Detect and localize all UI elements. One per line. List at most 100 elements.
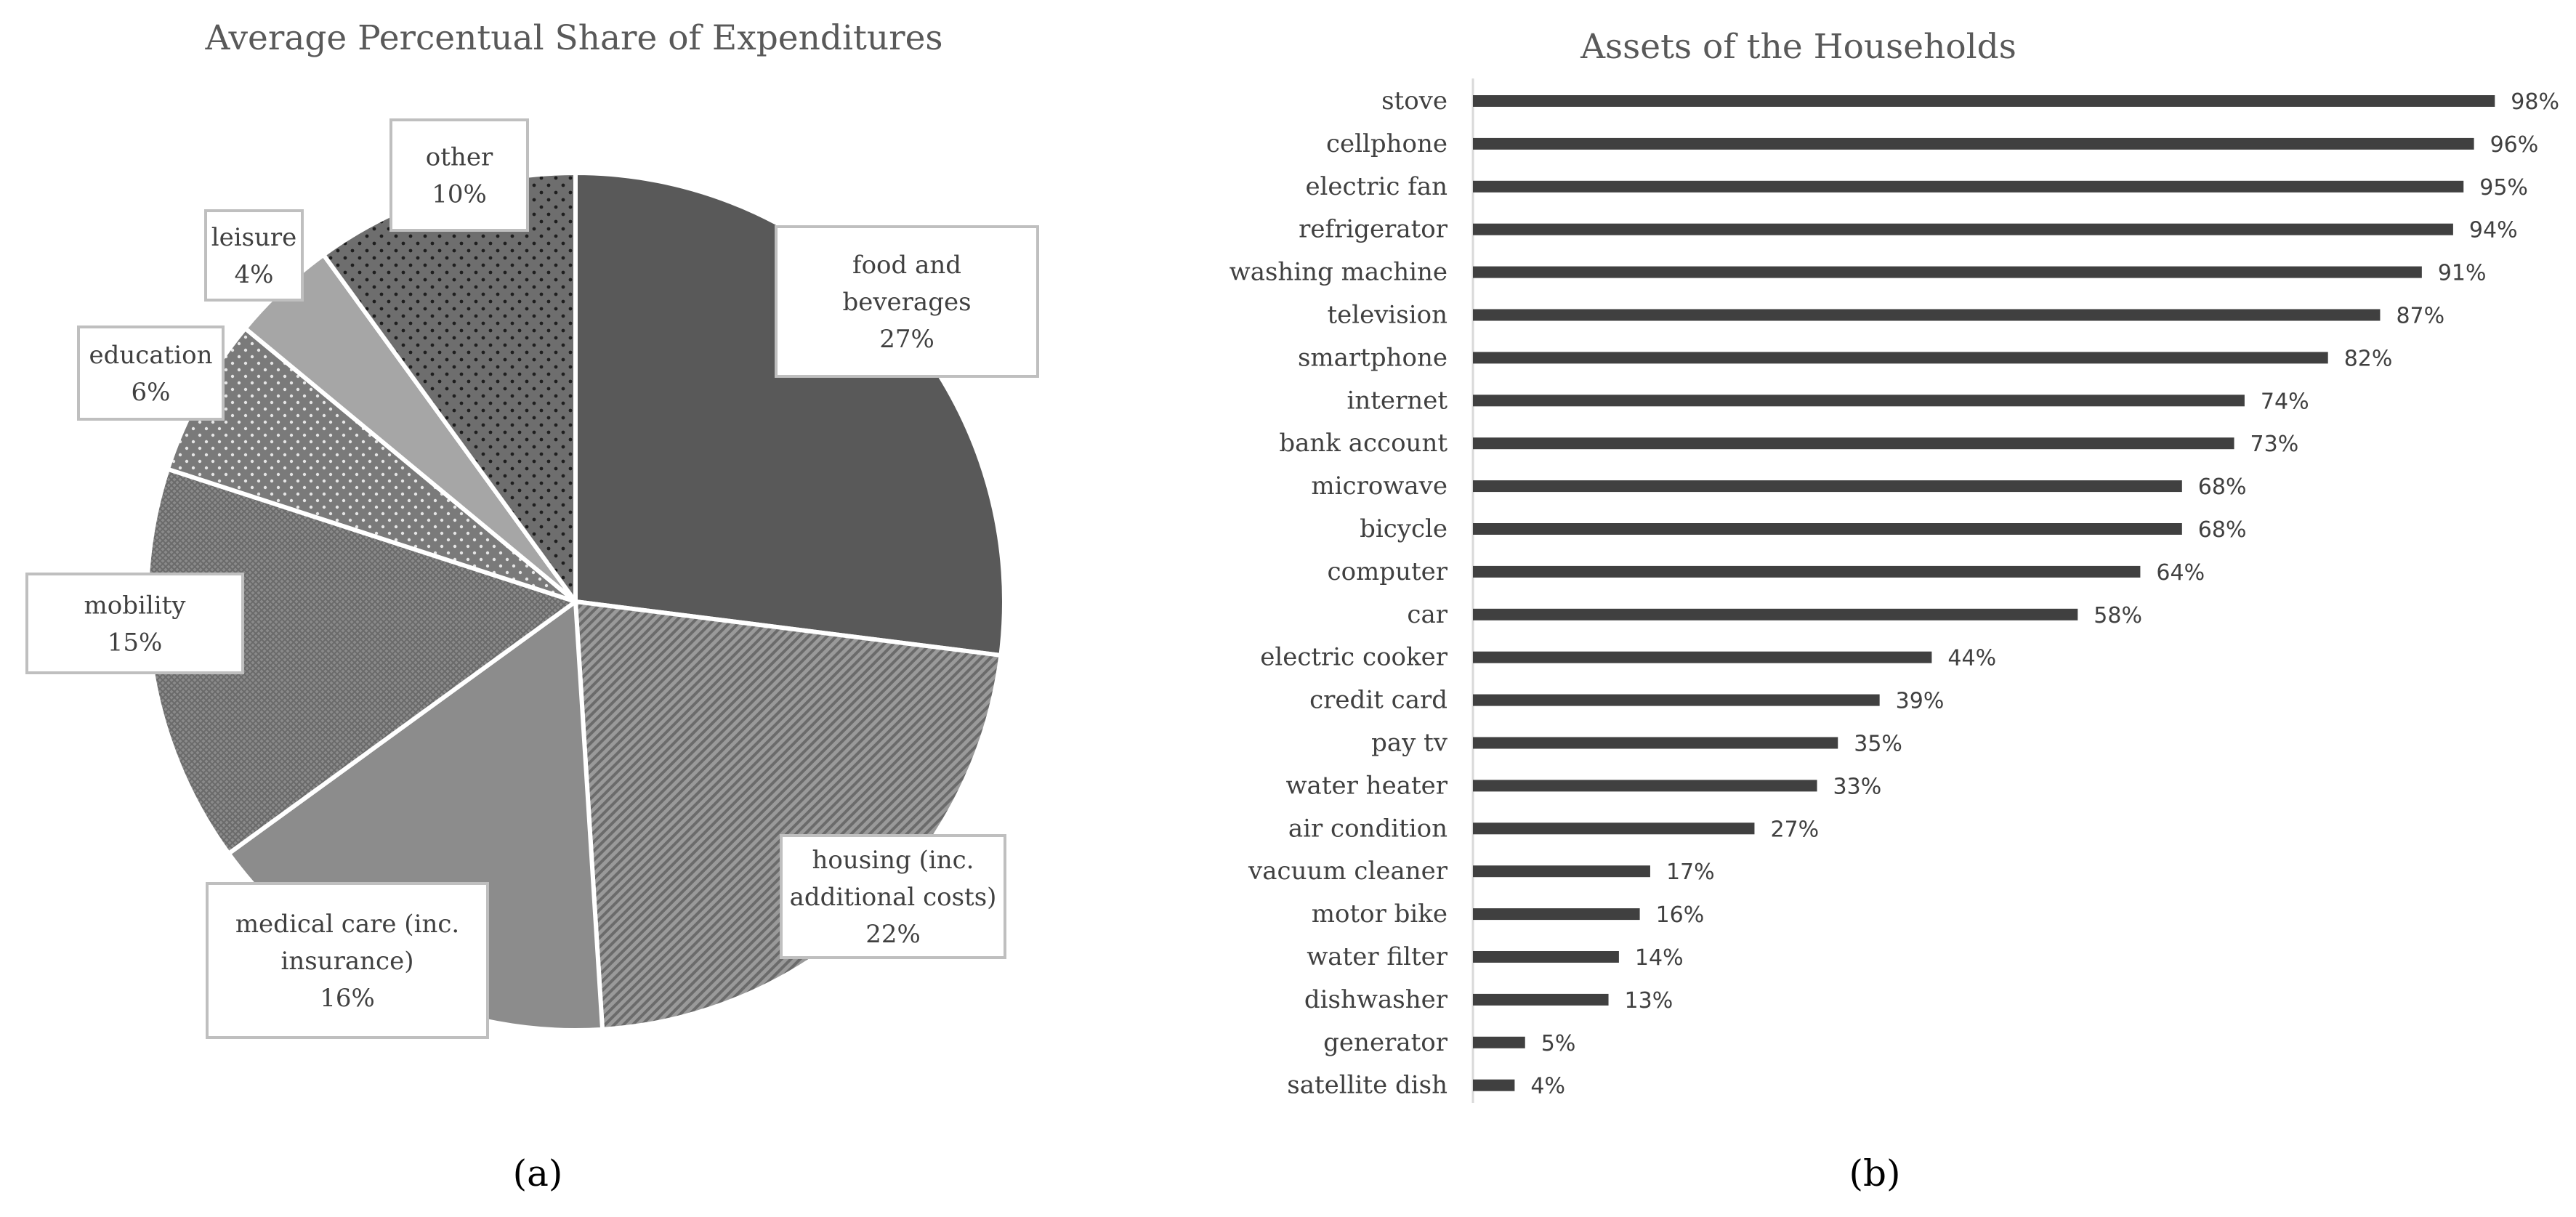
bar-row-generator: generator 5% — [1323, 1028, 1575, 1057]
bar-smartphone — [1473, 352, 2328, 364]
bar-value-label: 44% — [1947, 646, 1996, 671]
bar-row-computer: computer 64% — [1328, 557, 2205, 586]
bar-value-label: 87% — [2396, 304, 2444, 329]
bar-value-label: 82% — [2344, 346, 2393, 371]
bar-value-label: 91% — [2438, 261, 2487, 286]
bar-motor-bike — [1473, 908, 1640, 921]
pie-label-box — [780, 834, 1006, 959]
pie-chart-panel: Average Percentual Share of Expenditures… — [25, 18, 1039, 1194]
bar-row-credit-card: credit card 39% — [1309, 686, 1944, 715]
bar-category-label: motor bike — [1312, 899, 1448, 929]
pie-slice-label: other — [426, 143, 493, 172]
bar-category-label: credit card — [1309, 686, 1448, 715]
pie-slice-value-label: 22% — [865, 920, 921, 949]
bar-row-pay-tv: pay tv 35% — [1371, 729, 1902, 758]
pie-label-mobility: mobility 15% — [25, 573, 244, 674]
pie-label-other: other 10% — [389, 118, 529, 232]
bar-category-label: bicycle — [1360, 514, 1448, 543]
bar-category-label: cellphone — [1326, 129, 1448, 158]
pie-label-box — [77, 326, 225, 421]
pie-slice-value-label: 16% — [320, 984, 375, 1013]
pie-label-food-and-beverages: food and beverages 27% — [775, 225, 1039, 378]
bar-category-label: television — [1327, 301, 1448, 330]
bar-bank-account — [1473, 437, 2234, 450]
bar-value-label: 33% — [1833, 774, 1882, 799]
pie-label-box — [206, 882, 489, 1039]
bar-category-label: internet — [1347, 386, 1448, 415]
pie-chart-title: Average Percentual Share of Expenditures — [204, 18, 942, 58]
pie-labels: food and beverages 27% housing (inc. additio… — [25, 118, 1039, 1039]
bar-satellite-dish — [1473, 1079, 1515, 1091]
bar-computer — [1473, 565, 2141, 578]
bar-category-label: generator — [1323, 1028, 1448, 1057]
bar-value-label: 13% — [1625, 988, 1673, 1014]
bar-value-label: 68% — [2198, 474, 2247, 500]
bar-row-motor-bike: motor bike 16% — [1312, 899, 1705, 929]
bar-generator — [1473, 1036, 1525, 1048]
pie-slice-value-label: 4% — [235, 260, 274, 289]
bar-value-label: 68% — [2198, 517, 2247, 543]
bar-category-label: satellite dish — [1287, 1071, 1448, 1100]
bar-value-label: 16% — [1656, 902, 1705, 928]
bar-bicycle — [1473, 523, 2182, 535]
bar-row-microwave: microwave 68% — [1311, 472, 2246, 501]
pie-slice-label: leisure — [211, 223, 297, 252]
bar-row-water-heater: water heater 33% — [1285, 771, 1881, 800]
bar-category-label: stove — [1381, 86, 1448, 116]
bar-credit-card — [1473, 694, 1880, 706]
bar-row-bicycle: bicycle 68% — [1360, 514, 2246, 543]
bar-category-label: electric cooker — [1260, 643, 1448, 672]
bar-water-heater — [1473, 780, 1817, 792]
bar-chart-caption: (b) — [1849, 1152, 1900, 1194]
pie-label-medical-care-inc-insurance: medical care (inc. insurance) 16% — [206, 882, 489, 1039]
bar-value-label: 74% — [2261, 389, 2309, 414]
bar-television — [1473, 309, 2381, 321]
bar-row-internet: internet 74% — [1347, 386, 2309, 415]
bar-refrigerator — [1473, 223, 2453, 235]
pie-label-box — [389, 118, 529, 232]
pie-label-box — [204, 209, 304, 302]
bar-rows: stove 98% cellphone 96% electric fan 95% refri… — [1230, 86, 2559, 1100]
bar-microwave — [1473, 480, 2182, 493]
bar-row-electric-fan: electric fan 95% — [1305, 172, 2528, 201]
bar-category-label: refrigerator — [1299, 215, 1448, 244]
pie-label-box — [25, 573, 244, 674]
bar-category-label: water filter — [1307, 942, 1448, 971]
bar-electric-cooker — [1473, 651, 1932, 663]
bar-category-label: bank account — [1279, 429, 1448, 458]
bar-category-label: vacuum cleaner — [1248, 857, 1448, 886]
pie-slice-housing-inc-additional-costs — [573, 599, 1004, 1032]
bar-value-label: 95% — [2479, 175, 2528, 201]
bar-row-vacuum-cleaner: vacuum cleaner 17% — [1248, 857, 1715, 886]
bar-category-label: car — [1407, 600, 1448, 629]
bar-value-label: 58% — [2093, 603, 2142, 628]
bar-row-television: television 87% — [1327, 301, 2444, 330]
bar-value-label: 27% — [1770, 817, 1819, 842]
bar-value-label: 14% — [1635, 945, 1684, 971]
bar-cellphone — [1473, 137, 2474, 150]
bar-value-label: 17% — [1666, 860, 1715, 885]
bar-value-label: 73% — [2250, 432, 2299, 457]
bar-value-label: 94% — [2469, 218, 2518, 243]
bar-category-label: water heater — [1285, 771, 1448, 800]
pie-slice-label: medical care (inc. — [235, 910, 459, 939]
pie-slice-label: insurance) — [281, 947, 414, 976]
bar-row-electric-cooker: electric cooker 44% — [1260, 643, 1996, 672]
bar-washing-machine — [1473, 266, 2422, 278]
bar-stove — [1473, 95, 2495, 107]
pie-label-leisure: leisure 4% — [204, 209, 304, 302]
bar-category-label: electric fan — [1305, 172, 1448, 201]
bar-category-label: dishwasher — [1304, 985, 1448, 1014]
bar-row-satellite-dish: satellite dish 4% — [1287, 1071, 1565, 1100]
bar-value-label: 96% — [2490, 132, 2539, 158]
bar-row-stove: stove 98% — [1381, 86, 2559, 116]
pie-label-housing-inc-additional-costs: housing (inc. additional costs) 22% — [780, 834, 1006, 959]
bar-category-label: pay tv — [1371, 729, 1448, 758]
bar-car — [1473, 608, 2078, 620]
bar-row-washing-machine: washing machine 91% — [1230, 258, 2487, 287]
bar-electric-fan — [1473, 180, 2464, 193]
bar-category-label: smartphone — [1298, 343, 1448, 372]
bar-row-water-filter: water filter 14% — [1307, 942, 1683, 971]
bar-row-dishwasher: dishwasher 13% — [1304, 985, 1673, 1014]
pie-label-box — [775, 225, 1039, 378]
